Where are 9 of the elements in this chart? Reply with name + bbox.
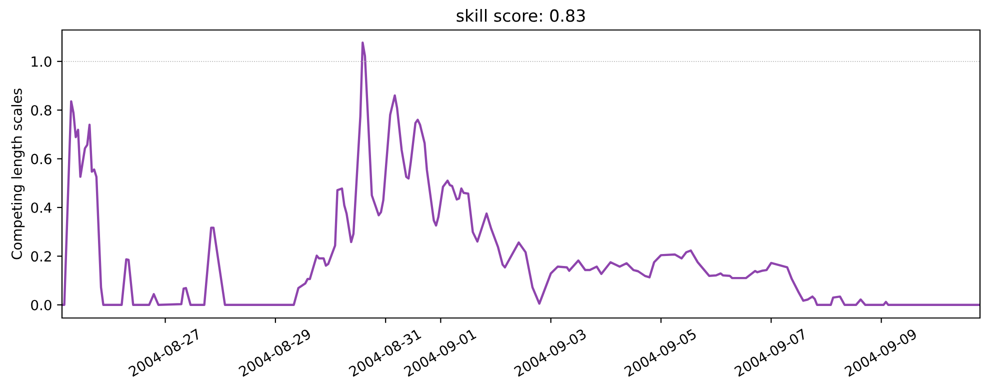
y-tick-label: 0.8 — [31, 105, 52, 116]
chart-title: skill score: 0.83 — [456, 9, 585, 22]
y-tick-label: 0.6 — [31, 154, 52, 164]
y-tick-label: 0.0 — [31, 300, 52, 310]
y-tick-label: 0.4 — [31, 202, 52, 213]
y-tick-label: 1.0 — [32, 56, 52, 67]
y-tick-label: 0.2 — [31, 251, 51, 262]
line-series — [62, 42, 980, 306]
y-axis-title: Competing length scales — [11, 88, 25, 260]
